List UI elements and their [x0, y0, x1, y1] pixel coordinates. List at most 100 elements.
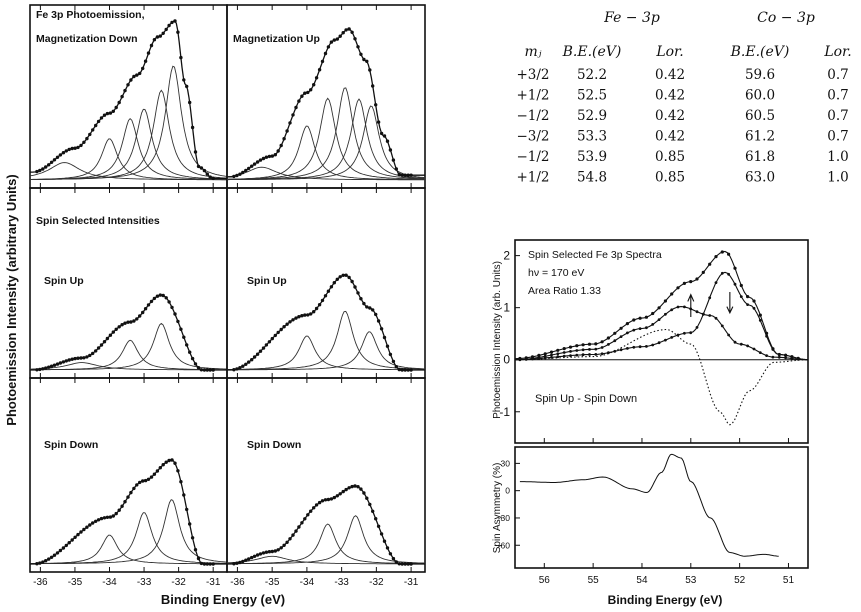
- data-point: [176, 31, 179, 34]
- data-point: [182, 78, 185, 81]
- spectrum-data-point: [759, 351, 762, 354]
- data-point: [398, 562, 401, 565]
- data-point: [300, 521, 303, 524]
- data-point: [212, 368, 215, 371]
- data-point: [353, 484, 356, 487]
- data-point: [79, 356, 82, 359]
- data-point: [188, 101, 191, 104]
- data-point: [112, 514, 115, 517]
- data-point: [259, 552, 262, 555]
- data-point: [259, 350, 262, 353]
- data-point: [68, 358, 71, 361]
- panel-label-bot-right: Spin Down: [247, 439, 301, 451]
- data-point: [71, 358, 74, 361]
- panel-label-bot-left: Spin Down: [44, 439, 98, 451]
- spectrum-data-point: [632, 329, 635, 332]
- data-point: [179, 480, 182, 483]
- left-x-axis-label: Binding Energy (eV): [161, 592, 285, 607]
- data-point: [109, 515, 112, 518]
- data-point: [123, 89, 126, 92]
- spectrum-data-point: [639, 327, 642, 330]
- data-point: [65, 359, 68, 362]
- data-point: [309, 88, 312, 91]
- data-point: [407, 174, 410, 177]
- table-cell: 0.7: [827, 129, 848, 145]
- data-point: [339, 492, 342, 495]
- data-point: [256, 553, 259, 556]
- spectrum-data-point: [689, 331, 692, 334]
- spectrum-data-point: [727, 334, 730, 337]
- spectrum-data-point: [734, 283, 737, 286]
- table-cell: −1/2: [516, 108, 549, 124]
- x-tick-label: -32: [369, 577, 384, 588]
- data-point: [321, 299, 324, 302]
- data-point: [333, 496, 336, 499]
- spectrum-data-point: [746, 303, 749, 306]
- data-point: [170, 306, 173, 309]
- spectrum-data-point: [594, 353, 597, 356]
- data-point: [315, 503, 318, 506]
- data-point: [344, 488, 347, 491]
- data-point: [185, 343, 188, 346]
- data-point: [404, 562, 407, 565]
- data-point: [377, 319, 380, 322]
- spectrum-data-point: [563, 347, 566, 350]
- data-point: [309, 510, 312, 513]
- data-point: [167, 24, 170, 27]
- data-point: [150, 475, 153, 478]
- spectrum-data-point: [594, 342, 597, 345]
- data-point: [59, 361, 62, 364]
- data-point: [44, 165, 47, 168]
- data-point: [253, 555, 256, 558]
- data-point: [359, 487, 362, 490]
- data-point: [327, 498, 330, 501]
- table-column-header: Lor.: [655, 44, 683, 60]
- data-point: [356, 485, 359, 488]
- data-point: [38, 169, 41, 172]
- data-point: [353, 285, 356, 288]
- data-point: [333, 281, 336, 284]
- data-point: [247, 360, 250, 363]
- data-point: [159, 293, 162, 296]
- spectrum-data-point: [721, 325, 724, 328]
- data-point: [404, 174, 407, 177]
- spectrum-data-point: [778, 353, 781, 356]
- component-peak-curve: [227, 524, 425, 564]
- data-point: [126, 495, 129, 498]
- data-point: [62, 151, 65, 154]
- data-point: [194, 362, 197, 365]
- spectrum-data-point: [626, 322, 629, 325]
- y-tick-label: 1: [503, 301, 510, 315]
- data-point: [297, 315, 300, 318]
- x-tick-label: 52: [734, 575, 746, 586]
- data-point: [362, 302, 365, 305]
- spectrum-data-point: [696, 326, 699, 329]
- envelope-curve: [30, 295, 227, 370]
- data-point: [256, 160, 259, 163]
- left-figure: Photoemission Intensity (arbitrary Units…: [4, 5, 425, 607]
- data-point: [347, 276, 350, 279]
- spectrum-data-point: [569, 354, 572, 357]
- data-point: [144, 60, 147, 63]
- right-top-y-axis-label: Photoemission Intensity (arb. Units): [492, 261, 503, 419]
- data-point: [47, 366, 50, 369]
- spectrum-data-point: [683, 332, 686, 335]
- x-tick-label: 55: [588, 575, 600, 586]
- panel-frame: [515, 447, 808, 568]
- data-point: [386, 546, 389, 549]
- spectrum-data-point: [714, 255, 717, 258]
- data-point: [309, 312, 312, 315]
- spectrum-data-point: [740, 284, 743, 287]
- table-cell: 0.85: [655, 149, 685, 165]
- spin-asymmetry-panel: 30 0 -30 -60 56 55 54 53 52 51: [498, 447, 808, 586]
- data-point: [238, 173, 241, 176]
- data-point: [144, 479, 147, 482]
- data-point: [300, 95, 303, 98]
- data-point: [312, 506, 315, 509]
- data-point: [294, 316, 297, 319]
- spectrum-data-point: [695, 277, 698, 280]
- data-point: [241, 365, 244, 368]
- data-point: [41, 167, 44, 170]
- data-point: [247, 167, 250, 170]
- x-tick-label: -36: [230, 577, 245, 588]
